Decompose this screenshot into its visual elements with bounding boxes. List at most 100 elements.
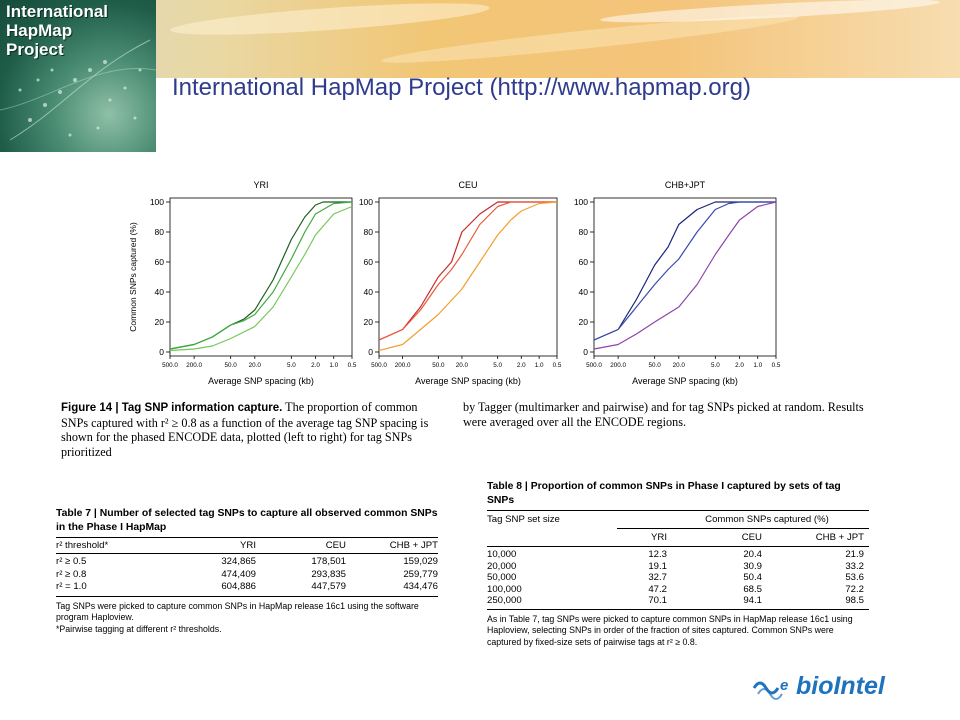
- x-axis-label: Average SNP spacing (kb): [208, 376, 314, 386]
- y-tick-label: 40: [155, 287, 165, 297]
- table-8-note: As in Table 7, tag SNPs were picked to c…: [487, 613, 853, 647]
- x-tick-label: 500.0: [586, 362, 602, 369]
- y-tick-label: 0: [159, 347, 164, 357]
- plot-frame: [378, 197, 558, 357]
- y-tick-label: 0: [583, 347, 588, 357]
- plot-frame: [593, 197, 777, 357]
- x-tick-label: 1.0: [329, 362, 338, 369]
- table-cell: 178,501: [311, 556, 346, 567]
- logo-text: International HapMap Project: [6, 2, 108, 59]
- table-cell: 293,835: [311, 568, 346, 580]
- y-tick-label: 40: [579, 287, 589, 297]
- table-7-header-row: r² threshold* YRI CEU CHB + JPT: [56, 538, 438, 553]
- plot-frame: [169, 197, 353, 357]
- hapmap-logo: International HapMap Project: [0, 0, 156, 152]
- x-tick-label: 1.0: [535, 362, 544, 369]
- x-tick-label: 2.0: [311, 362, 320, 369]
- table-cell: 159,029: [403, 556, 438, 567]
- table-cell: 72.2: [845, 583, 864, 595]
- x-axis-label: Average SNP spacing (kb): [415, 376, 521, 386]
- table-cell: 12.3: [648, 549, 667, 560]
- table-cell: 100,000: [487, 583, 522, 595]
- table-cell: r² = 1.0: [56, 581, 87, 592]
- x-tick-label: 20.0: [249, 362, 262, 369]
- svg-text:e: e: [780, 677, 788, 694]
- table-cell: 33.2: [845, 560, 864, 572]
- y-tick-label: 100: [150, 197, 164, 207]
- x-tick-label: 20.0: [456, 362, 469, 369]
- biointel-logo: e bioIntel: [752, 672, 886, 700]
- table-header-cell: r² threshold*: [56, 540, 109, 551]
- series-line-2: [378, 201, 557, 341]
- table-row: r² = 1.0 604,886 447,579 434,476: [56, 581, 438, 594]
- chart-title: CHB+JPT: [665, 180, 706, 190]
- y-tick-label: 100: [359, 197, 373, 207]
- table-cell: 324,865: [221, 556, 256, 567]
- table-7-footnote: *Pairwise tagging at different r² thresh…: [56, 623, 222, 634]
- table-row: r² ≥ 0.5 324,865 178,501 159,029: [56, 556, 438, 569]
- table-cell: 21.9: [845, 549, 864, 560]
- biointel-wordmark: bioIntel: [796, 672, 886, 700]
- table-cell: 10,000: [487, 549, 517, 560]
- series-line-3: [593, 201, 777, 350]
- x-tick-label: 200.0: [610, 362, 626, 369]
- y-tick-label: 60: [579, 257, 589, 267]
- table-cell: 259,779: [403, 568, 438, 580]
- wave-mark-icon: e: [752, 677, 788, 700]
- logo-line-1: International: [6, 2, 109, 21]
- x-tick-label: 50.0: [649, 362, 662, 369]
- table-cell: 474,409: [221, 568, 256, 580]
- table-cell: 70.1: [648, 595, 667, 606]
- x-tick-label: 5.0: [287, 362, 296, 369]
- table-header-cell: CEU: [741, 532, 762, 543]
- table-cell: 434,476: [403, 581, 438, 592]
- logo-line-2: HapMap: [6, 21, 73, 40]
- table-header-cell: CEU: [325, 540, 346, 551]
- chart-chb-jpt: CHB+JPT 0 20 40 60 80 100 500.0 200.0 50.0 20.0 5.0…: [560, 176, 790, 394]
- table-cell: 53.6: [845, 572, 864, 583]
- chart-svg-1: CEU 0 20 40 60 80 100 500.0 200.0 50.0 20.0 5.0 2.0 1…: [359, 180, 562, 386]
- table-8-title: Table 8 | Proportion of common SNPs in P…: [487, 481, 841, 506]
- series-line-3: [169, 205, 353, 352]
- series-line-2: [593, 201, 776, 341]
- chart-svg-2: CHB+JPT 0 20 40 60 80 100 500.0 200.0 50.0 20.0 5.0…: [574, 180, 781, 386]
- y-tick-label: 20: [579, 317, 589, 327]
- x-tick-label: 2.0: [517, 362, 526, 369]
- table-header-cell: YRI: [240, 540, 256, 551]
- table-8: Table 8 | Proportion of common SNPs in P…: [487, 480, 869, 648]
- table-cell: 20.4: [743, 549, 762, 560]
- dna-pattern-icon: [0, 39, 156, 141]
- table-cell: 250,000: [487, 595, 522, 606]
- table-cell: 50,000: [487, 572, 517, 583]
- caption-text-1: The proportion of common SNPs captured w…: [61, 400, 429, 459]
- x-tick-label: 5.0: [711, 362, 720, 369]
- series-line-1: [593, 201, 776, 341]
- x-tick-label: 20.0: [673, 362, 686, 369]
- table-cell: r² ≥ 0.8: [56, 568, 87, 580]
- table-cell: r² ≥ 0.5: [56, 556, 87, 567]
- y-tick-label: 0: [368, 347, 373, 357]
- x-tick-label: 1.0: [753, 362, 762, 369]
- chart-ceu: CEU 0 20 40 60 80 100 500.0 200.0 50.0 20.0 5.0 2.0 1…: [347, 176, 577, 394]
- x-axis-label: Average SNP spacing (kb): [632, 376, 738, 386]
- y-tick-label: 80: [155, 227, 165, 237]
- table-row: 250,000 70.1 94.1 98.5: [487, 595, 869, 607]
- y-tick-label: 60: [155, 257, 165, 267]
- x-tick-label: 0.5: [772, 362, 781, 369]
- table-cell: 447,579: [311, 581, 346, 592]
- table-cell: 604,886: [221, 581, 256, 592]
- table-row: 100,000 47.2 68.5 72.2: [487, 584, 869, 596]
- table-7: Table 7 | Number of selected tag SNPs to…: [56, 507, 438, 635]
- logo-line-3: Project: [6, 40, 64, 59]
- x-tick-label: 5.0: [493, 362, 502, 369]
- page-title: International HapMap Project (http://www…: [172, 74, 751, 101]
- x-tick-label: 500.0: [371, 362, 387, 369]
- table-header-cell: Tag SNP set size: [487, 514, 560, 525]
- series-line-1: [378, 201, 557, 341]
- x-tick-label: 200.0: [395, 362, 411, 369]
- y-axis-label: Common SNPs captured (%): [128, 222, 138, 332]
- table-header-cell: CHB + JPT: [389, 540, 438, 551]
- table-header-cell: [487, 529, 602, 546]
- table-8-group-header: Tag SNP set size Common SNPs captured (%…: [487, 511, 869, 528]
- table-row: 20,000 19.1 30.9 33.2: [487, 561, 869, 573]
